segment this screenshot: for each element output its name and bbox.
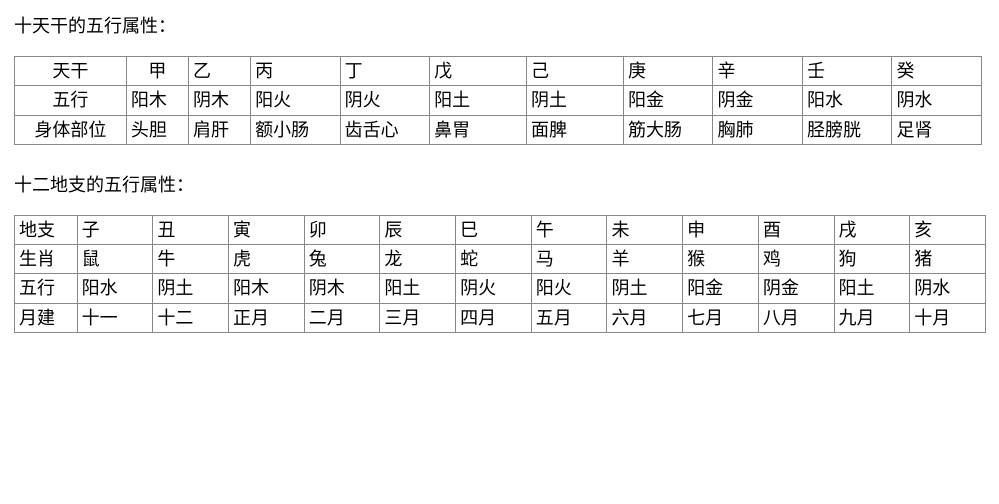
cell: 丁 <box>340 57 429 86</box>
cell: 阴土 <box>607 274 683 303</box>
cell: 丑 <box>153 215 229 244</box>
tiangan-table: 天干 甲 乙 丙 丁 戊 己 庚 辛 壬 癸 五行 阳木 阴木 阳火 阴火 阳土… <box>14 56 982 145</box>
cell: 酉 <box>758 215 834 244</box>
cell: 虎 <box>229 245 305 274</box>
cell: 巳 <box>456 215 532 244</box>
cell: 未 <box>607 215 683 244</box>
cell: 阳水 <box>802 86 891 115</box>
cell: 五行 <box>15 274 78 303</box>
cell: 三月 <box>380 303 456 332</box>
cell: 十一 <box>77 303 153 332</box>
table-row: 地支 子 丑 寅 卯 辰 巳 午 未 申 酉 戌 亥 <box>15 215 986 244</box>
cell: 阳金 <box>683 274 759 303</box>
cell: 月建 <box>15 303 78 332</box>
table-row: 五行 阳木 阴木 阳火 阴火 阳土 阴土 阳金 阴金 阳水 阴水 <box>15 86 982 115</box>
cell: 地支 <box>15 215 78 244</box>
cell: 阴火 <box>340 86 429 115</box>
cell: 亥 <box>910 215 986 244</box>
cell: 庚 <box>623 57 712 86</box>
cell: 牛 <box>153 245 229 274</box>
cell: 鸡 <box>758 245 834 274</box>
cell: 卯 <box>304 215 380 244</box>
cell: 猴 <box>683 245 759 274</box>
cell: 阳木 <box>229 274 305 303</box>
dizhi-table: 地支 子 丑 寅 卯 辰 巳 午 未 申 酉 戌 亥 生肖 鼠 牛 虎 兔 龙 … <box>14 215 986 333</box>
cell: 额小肠 <box>251 115 340 144</box>
cell: 面脾 <box>527 115 624 144</box>
cell: 胫膀胱 <box>802 115 891 144</box>
cell: 鼠 <box>77 245 153 274</box>
cell: 己 <box>527 57 624 86</box>
table-row: 月建 十一 十二 正月 二月 三月 四月 五月 六月 七月 八月 九月 十月 <box>15 303 986 332</box>
cell: 辛 <box>713 57 802 86</box>
cell: 五行 <box>15 86 127 115</box>
cell: 猪 <box>910 245 986 274</box>
cell: 八月 <box>758 303 834 332</box>
cell: 阴木 <box>189 86 251 115</box>
cell: 阴土 <box>153 274 229 303</box>
cell: 子 <box>77 215 153 244</box>
cell: 阳水 <box>77 274 153 303</box>
section2-title: 十二地支的五行属性： <box>14 171 985 197</box>
cell: 阳火 <box>251 86 340 115</box>
cell: 阳土 <box>430 86 527 115</box>
table-row: 天干 甲 乙 丙 丁 戊 己 庚 辛 壬 癸 <box>15 57 982 86</box>
cell: 寅 <box>229 215 305 244</box>
cell: 七月 <box>683 303 759 332</box>
cell: 天干 <box>15 57 127 86</box>
cell: 阳土 <box>380 274 456 303</box>
cell: 阴木 <box>304 274 380 303</box>
cell: 阴水 <box>910 274 986 303</box>
cell: 足肾 <box>892 115 982 144</box>
cell: 壬 <box>802 57 891 86</box>
cell: 十二 <box>153 303 229 332</box>
cell: 筋大肠 <box>623 115 712 144</box>
cell: 九月 <box>834 303 910 332</box>
cell: 四月 <box>456 303 532 332</box>
cell: 鼻胃 <box>430 115 527 144</box>
cell: 羊 <box>607 245 683 274</box>
cell: 齿舌心 <box>340 115 429 144</box>
cell: 阳土 <box>834 274 910 303</box>
cell: 六月 <box>607 303 683 332</box>
cell: 阴火 <box>456 274 532 303</box>
cell: 阴金 <box>713 86 802 115</box>
cell: 戌 <box>834 215 910 244</box>
cell: 阳木 <box>126 86 188 115</box>
cell: 阴土 <box>527 86 624 115</box>
cell: 申 <box>683 215 759 244</box>
cell: 戊 <box>430 57 527 86</box>
cell: 辰 <box>380 215 456 244</box>
cell: 狗 <box>834 245 910 274</box>
cell: 十月 <box>910 303 986 332</box>
cell: 五月 <box>531 303 607 332</box>
cell: 头胆 <box>126 115 188 144</box>
cell: 龙 <box>380 245 456 274</box>
cell: 阳火 <box>531 274 607 303</box>
cell: 甲 <box>126 57 188 86</box>
cell: 正月 <box>229 303 305 332</box>
cell: 兔 <box>304 245 380 274</box>
cell: 肩肝 <box>189 115 251 144</box>
cell: 午 <box>531 215 607 244</box>
cell: 乙 <box>189 57 251 86</box>
table-row: 身体部位 头胆 肩肝 额小肠 齿舌心 鼻胃 面脾 筋大肠 胸肺 胫膀胱 足肾 <box>15 115 982 144</box>
table-row: 五行 阳水 阴土 阳木 阴木 阳土 阴火 阳火 阴土 阳金 阴金 阳土 阴水 <box>15 274 986 303</box>
cell: 马 <box>531 245 607 274</box>
cell: 癸 <box>892 57 982 86</box>
cell: 丙 <box>251 57 340 86</box>
cell: 阴金 <box>758 274 834 303</box>
cell: 胸肺 <box>713 115 802 144</box>
cell: 阴水 <box>892 86 982 115</box>
cell: 二月 <box>304 303 380 332</box>
cell: 阳金 <box>623 86 712 115</box>
section1-title: 十天干的五行属性： <box>14 12 985 38</box>
cell: 生肖 <box>15 245 78 274</box>
cell: 蛇 <box>456 245 532 274</box>
table-row: 生肖 鼠 牛 虎 兔 龙 蛇 马 羊 猴 鸡 狗 猪 <box>15 245 986 274</box>
cell: 身体部位 <box>15 115 127 144</box>
